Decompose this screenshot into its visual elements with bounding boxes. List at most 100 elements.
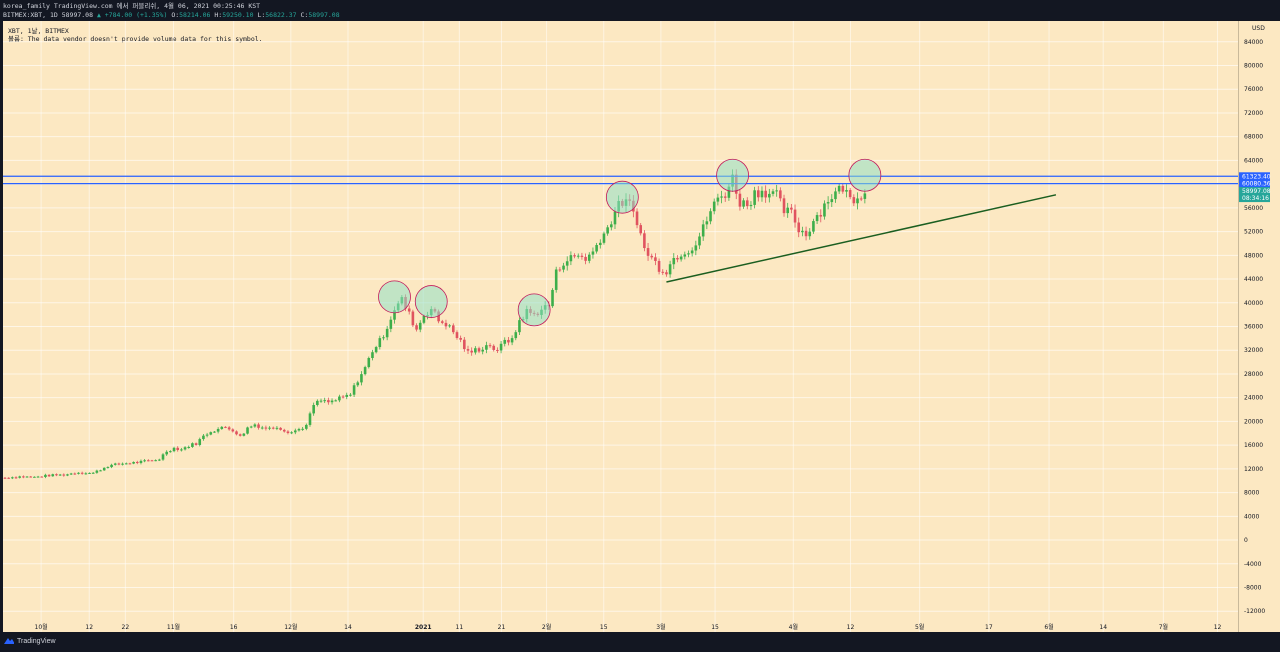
candle-up[interactable] <box>290 432 293 434</box>
candle-down[interactable] <box>47 474 51 477</box>
candle-up[interactable] <box>562 265 565 270</box>
candle-down[interactable] <box>117 463 121 465</box>
candle-up[interactable] <box>18 476 21 478</box>
candle-down[interactable] <box>507 339 510 343</box>
candle-down[interactable] <box>466 349 470 351</box>
highlight-circle[interactable] <box>517 293 551 327</box>
candle-up[interactable] <box>319 400 323 402</box>
candle-up[interactable] <box>308 413 312 425</box>
candle-down[interactable] <box>7 477 10 479</box>
candle-down[interactable] <box>488 345 492 347</box>
candle-up[interactable] <box>418 322 422 330</box>
candle-up[interactable] <box>124 463 128 465</box>
candle-up[interactable] <box>569 255 573 262</box>
candle-up[interactable] <box>106 467 110 469</box>
candle-down[interactable] <box>235 431 238 435</box>
candle-down[interactable] <box>264 427 268 429</box>
candle-down[interactable] <box>646 248 650 256</box>
candle-up[interactable] <box>485 345 488 350</box>
candle-down[interactable] <box>756 190 760 198</box>
candle-up[interactable] <box>448 325 451 327</box>
candle-down[interactable] <box>496 349 499 351</box>
candle-down[interactable] <box>194 443 198 445</box>
candle-up[interactable] <box>742 200 745 207</box>
candle-up[interactable] <box>815 215 819 222</box>
candle-up[interactable] <box>705 221 709 225</box>
candle-down[interactable] <box>231 429 235 432</box>
candle-up[interactable] <box>330 400 334 403</box>
trend-line[interactable] <box>666 194 1057 283</box>
candle-up[interactable] <box>716 197 720 202</box>
candle-up[interactable] <box>863 193 867 199</box>
candle-up[interactable] <box>481 349 485 352</box>
candle-up[interactable] <box>823 203 826 217</box>
candle-up[interactable] <box>99 470 102 472</box>
candle-up[interactable] <box>672 258 676 265</box>
candle-up[interactable] <box>576 255 580 257</box>
candle-up[interactable] <box>753 190 756 205</box>
candle-up[interactable] <box>345 394 349 397</box>
candle-down[interactable] <box>257 424 260 428</box>
candle-down[interactable] <box>665 272 668 275</box>
candle-up[interactable] <box>393 310 396 320</box>
candle-up[interactable] <box>510 338 514 343</box>
candle-up[interactable] <box>91 472 95 474</box>
candle-up[interactable] <box>25 476 29 478</box>
candle-up[interactable] <box>297 429 301 431</box>
candle-down[interactable] <box>147 460 150 462</box>
candle-down[interactable] <box>738 193 742 207</box>
candle-up[interactable] <box>69 473 73 475</box>
candle-up[interactable] <box>58 474 62 476</box>
candle-down[interactable] <box>62 474 66 476</box>
candle-down[interactable] <box>279 427 282 430</box>
candle-up[interactable] <box>77 472 80 474</box>
candle-up[interactable] <box>51 474 55 477</box>
price-axis[interactable] <box>1238 21 1280 632</box>
candle-up[interactable] <box>613 211 617 225</box>
candle-up[interactable] <box>801 230 804 233</box>
candle-down[interactable] <box>415 325 418 330</box>
candle-down[interactable] <box>440 321 444 323</box>
candle-up[interactable] <box>301 428 304 430</box>
candle-up[interactable] <box>709 211 712 222</box>
candle-up[interactable] <box>44 474 47 478</box>
candle-up[interactable] <box>595 245 598 252</box>
candle-up[interactable] <box>172 447 176 452</box>
candle-up[interactable] <box>378 338 382 348</box>
candle-up[interactable] <box>180 449 183 451</box>
candle-down[interactable] <box>676 258 679 260</box>
candle-up[interactable] <box>830 199 834 203</box>
candle-up[interactable] <box>334 400 338 402</box>
candle-up[interactable] <box>275 427 279 429</box>
candle-down[interactable] <box>661 271 665 273</box>
candle-down[interactable] <box>779 190 782 199</box>
candle-down[interactable] <box>29 476 33 478</box>
candle-up[interactable] <box>139 460 143 463</box>
candle-up[interactable] <box>249 426 253 428</box>
candle-up[interactable] <box>84 473 88 475</box>
highlight-circle[interactable] <box>605 180 639 214</box>
candle-down[interactable] <box>40 476 44 478</box>
candle-down[interactable] <box>282 429 286 432</box>
candle-up[interactable] <box>169 451 172 453</box>
candle-up[interactable] <box>698 236 701 246</box>
candle-up[interactable] <box>260 427 264 429</box>
candle-up[interactable] <box>246 427 249 434</box>
candle-down[interactable] <box>73 473 77 475</box>
candle-up[interactable] <box>349 394 352 396</box>
candle-down[interactable] <box>819 215 823 217</box>
candle-down[interactable] <box>437 311 440 322</box>
candle-down[interactable] <box>745 200 749 207</box>
candle-down[interactable] <box>407 308 411 312</box>
candle-down[interactable] <box>463 339 466 350</box>
candle-up[interactable] <box>161 454 165 460</box>
highlight-circle[interactable] <box>848 158 882 192</box>
candle-down[interactable] <box>55 474 58 476</box>
candle-down[interactable] <box>22 476 25 478</box>
candle-down[interactable] <box>841 185 845 192</box>
candle-down[interactable] <box>635 211 639 226</box>
candle-up[interactable] <box>220 426 224 429</box>
candle-down[interactable] <box>782 198 786 214</box>
candle-up[interactable] <box>503 339 507 344</box>
candle-up[interactable] <box>786 207 789 214</box>
